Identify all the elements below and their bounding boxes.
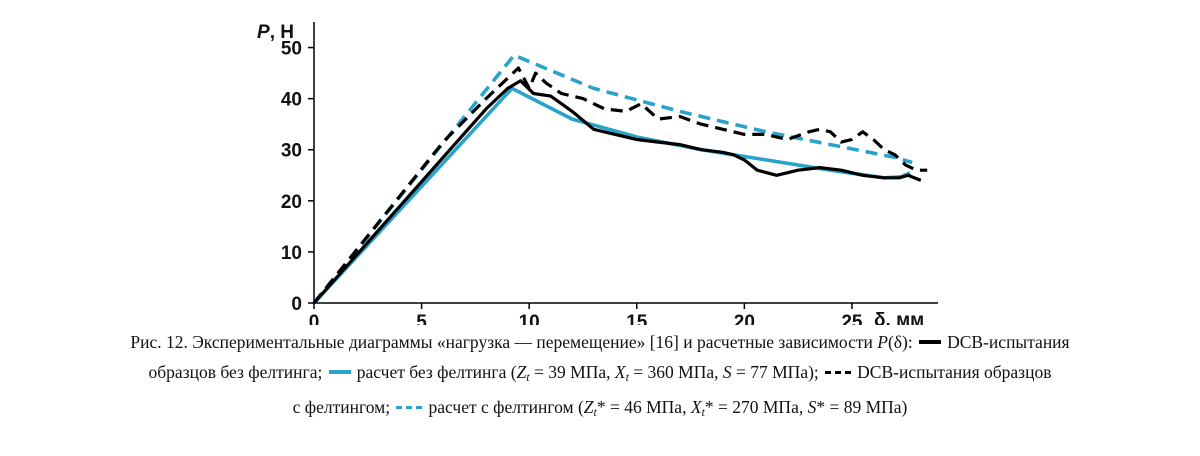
caption-value: = 360 МПа, [628,362,723,382]
caption-symbol-zt: Z [583,397,594,417]
caption-text-delta: (δ): [887,332,913,352]
y-axis-title-unit: , Н [270,22,294,43]
y-tick-label: 30 [281,141,302,162]
series-line-2 [312,86,911,305]
x-tick-label: 25 [841,312,863,325]
x-axis-title: δ, мм [874,310,924,325]
series-line-1 [312,79,922,305]
y-tick-label: 0 [291,294,302,315]
legend-label-calc-felting: расчет с фелтингом ( [428,397,584,417]
x-tick-label: 10 [519,312,540,325]
caption-symbol-xt: X [614,362,626,382]
legend-swatch-dcb-felting [825,370,852,374]
caption-symbol-p: P [877,332,888,352]
caption-line-2: образцов без фелтинга; расчет без фелтин… [20,357,1180,392]
legend-label-dcb-felting: DCB-испытания образцов [857,362,1052,382]
legend-label-dcb-no-felting-cont: образцов без фелтинга; [148,362,323,382]
caption-sub-t: t [701,405,705,419]
y-tick-label: 10 [281,243,302,264]
y-tick-label: 40 [281,90,302,111]
legend-swatch-dcb-no-felting [919,340,942,345]
chart-series-group [312,53,928,305]
caption-sub-t: t [593,405,597,419]
caption-symbol-s: S [722,362,732,382]
caption-symbol-s: S [807,397,817,417]
legend-label-calc-no-felting: расчет без фелтинга ( [356,362,517,382]
y-axis-title: P, Н [257,22,294,43]
caption-sub-t: t [625,370,629,384]
legend-swatch-calc-felting [396,405,423,409]
legend-label-dcb-no-felting: DCB-испытания [947,332,1070,352]
x-tick-label: 20 [734,312,755,325]
caption-symbol-xt: X [690,397,702,417]
chart-tick-labels: 0 10 20 30 40 50 0 5 10 15 20 25 [281,39,863,325]
caption-text: Рис. 12. Экспериментальные диаграммы «на… [130,332,878,352]
caption-value: * = 270 МПа, [704,397,808,417]
caption-sub-t: t [526,370,530,384]
caption-value: * = 89 МПа) [816,397,908,417]
figure-caption: Рис. 12. Экспериментальные диаграммы «на… [20,327,1180,427]
x-tick-label: 0 [309,312,320,325]
caption-value: = 77 МПа); [731,362,819,382]
caption-value: = 39 МПа, [529,362,615,382]
caption-symbol-zt: Z [516,362,527,382]
x-tick-label: 5 [416,312,427,325]
chart-axes [308,22,938,309]
y-tick-label: 20 [281,192,302,213]
caption-line-1: Рис. 12. Экспериментальные диаграммы «на… [20,327,1180,357]
y-tick-label: 50 [281,39,302,60]
caption-line-3: с фелтингом; расчет с фелтингом (Zt* = 4… [20,392,1180,427]
legend-label-dcb-felting-cont: с фелтингом; [292,397,391,417]
series-line-3 [312,66,928,305]
series-line-4 [312,53,913,305]
legend-swatch-calc-no-felting [328,370,351,375]
chart: 0 10 20 30 40 50 0 5 10 15 20 25 P, Н δ, мм [257,22,938,325]
y-axis-title-symbol: P [257,22,270,43]
x-tick-label: 15 [626,312,648,325]
caption-value: * = 46 МПа, [596,397,691,417]
